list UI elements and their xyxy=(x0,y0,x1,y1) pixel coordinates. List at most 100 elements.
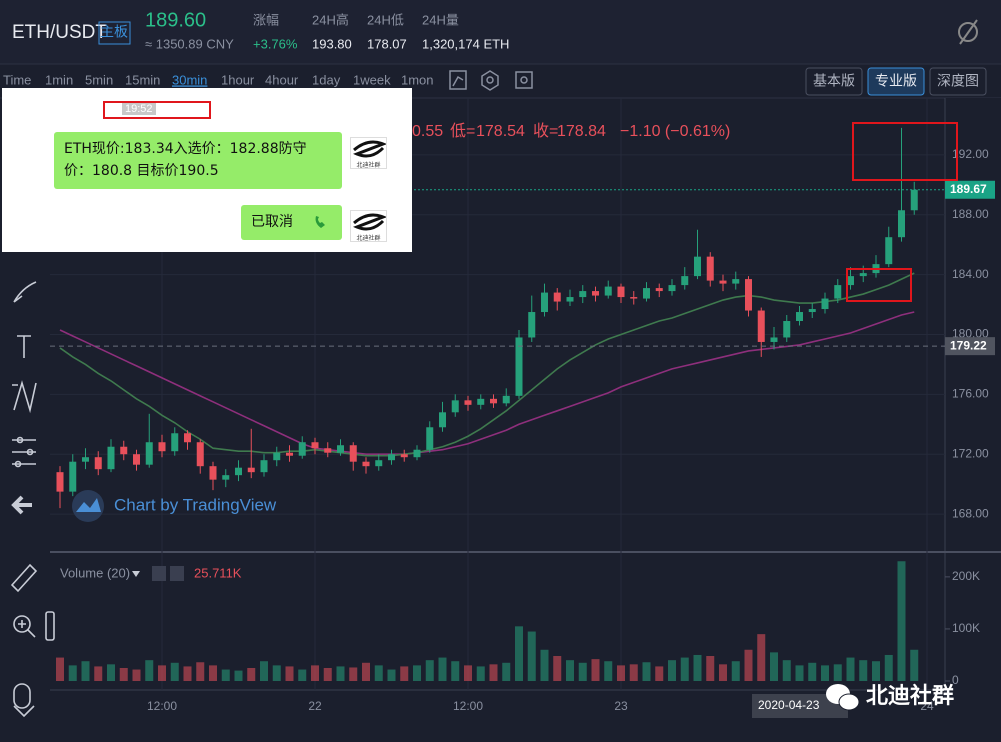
volume-bar xyxy=(221,669,230,681)
candle-body xyxy=(757,310,765,342)
high: 193.80 xyxy=(312,36,352,51)
avatar: 北迪社群 xyxy=(350,137,388,169)
y-tick-label: 188.00 xyxy=(952,207,989,221)
dropdown[interactable] xyxy=(132,571,140,577)
candle-body xyxy=(553,292,561,302)
candle-body xyxy=(362,461,370,467)
board[interactable]: 主板 xyxy=(100,24,128,40)
interval[interactable]: 5min xyxy=(85,72,113,87)
volume-bar xyxy=(464,665,472,681)
candle-body xyxy=(821,298,829,310)
view-button[interactable] xyxy=(867,67,925,96)
label: 涨幅 xyxy=(253,12,279,27)
time-box xyxy=(103,101,211,119)
price-tag xyxy=(945,337,995,356)
volume-bar xyxy=(56,657,64,681)
volume-bar xyxy=(629,664,638,681)
avatar-mark xyxy=(353,213,388,231)
volume-bar xyxy=(247,667,256,681)
volume-bar xyxy=(119,667,128,681)
y-tick-label: 200K xyxy=(952,569,980,583)
candle-body xyxy=(808,309,816,313)
candle-body xyxy=(745,279,752,311)
volume-bar xyxy=(311,665,319,681)
volume-bar xyxy=(821,665,829,681)
volume-bar xyxy=(910,649,919,681)
candle-body xyxy=(56,472,64,492)
candle-body xyxy=(859,273,867,277)
candle-body xyxy=(171,433,179,452)
volume-bar xyxy=(260,661,268,681)
reply-text: 已取消 xyxy=(251,214,293,230)
volume-bar xyxy=(846,657,855,681)
volume-bar xyxy=(209,665,217,681)
candle-body xyxy=(349,445,357,462)
view-button[interactable] xyxy=(929,67,987,96)
volume-bar xyxy=(489,664,498,681)
volume-bar xyxy=(578,662,587,681)
close-button[interactable] xyxy=(170,566,184,581)
candle-body xyxy=(158,442,166,452)
volume-bar xyxy=(387,669,396,681)
volume-bar xyxy=(170,662,179,681)
interval[interactable]: 4hour xyxy=(265,72,299,87)
view-button[interactable] xyxy=(805,67,863,96)
left-toolbar[interactable] xyxy=(10,281,55,718)
volume-bar xyxy=(132,669,141,681)
candle-body xyxy=(273,452,281,461)
candle-body xyxy=(604,286,612,296)
volume-bar xyxy=(872,661,880,681)
tradingview-logo xyxy=(72,490,104,522)
candle-body xyxy=(655,288,663,292)
candle-body xyxy=(579,291,587,298)
interval[interactable]: 30min xyxy=(172,72,207,87)
candle-body xyxy=(400,454,408,458)
interval[interactable]: 1mon xyxy=(401,72,434,87)
board-badge[interactable] xyxy=(98,21,131,45)
interval[interactable]: Time xyxy=(3,72,31,87)
x-tick-label: 23 xyxy=(614,699,628,713)
candle-body xyxy=(82,457,89,462)
theme-icon[interactable] xyxy=(958,19,978,45)
volume-bar xyxy=(591,659,600,681)
volume-bar xyxy=(884,654,893,681)
volume-bar xyxy=(604,661,613,681)
volume-title: Volume (20) xyxy=(60,565,130,580)
watermark: Chart by TradingView xyxy=(114,495,277,514)
brand: 北迪社群 xyxy=(866,683,954,708)
volume-bar xyxy=(808,662,817,681)
interval[interactable]: 1day xyxy=(312,72,341,87)
candle-body xyxy=(783,321,791,338)
highlight-box xyxy=(852,122,958,181)
candle-body xyxy=(796,312,803,322)
volume-bar xyxy=(680,657,689,681)
candle-body xyxy=(298,442,306,456)
candle-body xyxy=(413,449,421,458)
candle-body xyxy=(732,279,740,284)
interval[interactable]: 1min xyxy=(45,72,73,87)
candle-body xyxy=(477,398,485,405)
view-label[interactable]: 专业版 xyxy=(875,73,917,89)
view-label[interactable]: 深度图 xyxy=(937,73,979,89)
candle-body xyxy=(286,452,293,456)
volume-bar xyxy=(413,665,421,681)
view-label[interactable]: 基本版 xyxy=(813,73,855,89)
interval[interactable]: 1week xyxy=(353,72,391,87)
price-tag xyxy=(945,180,995,199)
volume-bar xyxy=(323,667,332,681)
date-tag-text: 2020-04-23 xyxy=(758,698,820,712)
legend-value: 178.54 xyxy=(476,123,525,140)
interval[interactable]: 15min xyxy=(125,72,160,87)
candle-body xyxy=(541,292,548,313)
candle-body xyxy=(515,337,523,396)
legend-row: 0.55 低= 178.54 收=178.84 −1.10 (−0.61%) xyxy=(412,122,730,140)
settings-button[interactable] xyxy=(152,566,166,581)
volume-bar xyxy=(285,666,294,681)
candle-body xyxy=(247,467,255,473)
candle-body xyxy=(694,256,701,277)
volume-bar xyxy=(400,666,409,681)
candle-body xyxy=(209,466,217,480)
interval[interactable]: 1hour xyxy=(221,72,255,87)
candle-body xyxy=(451,400,459,413)
tool-icons[interactable] xyxy=(449,70,533,91)
